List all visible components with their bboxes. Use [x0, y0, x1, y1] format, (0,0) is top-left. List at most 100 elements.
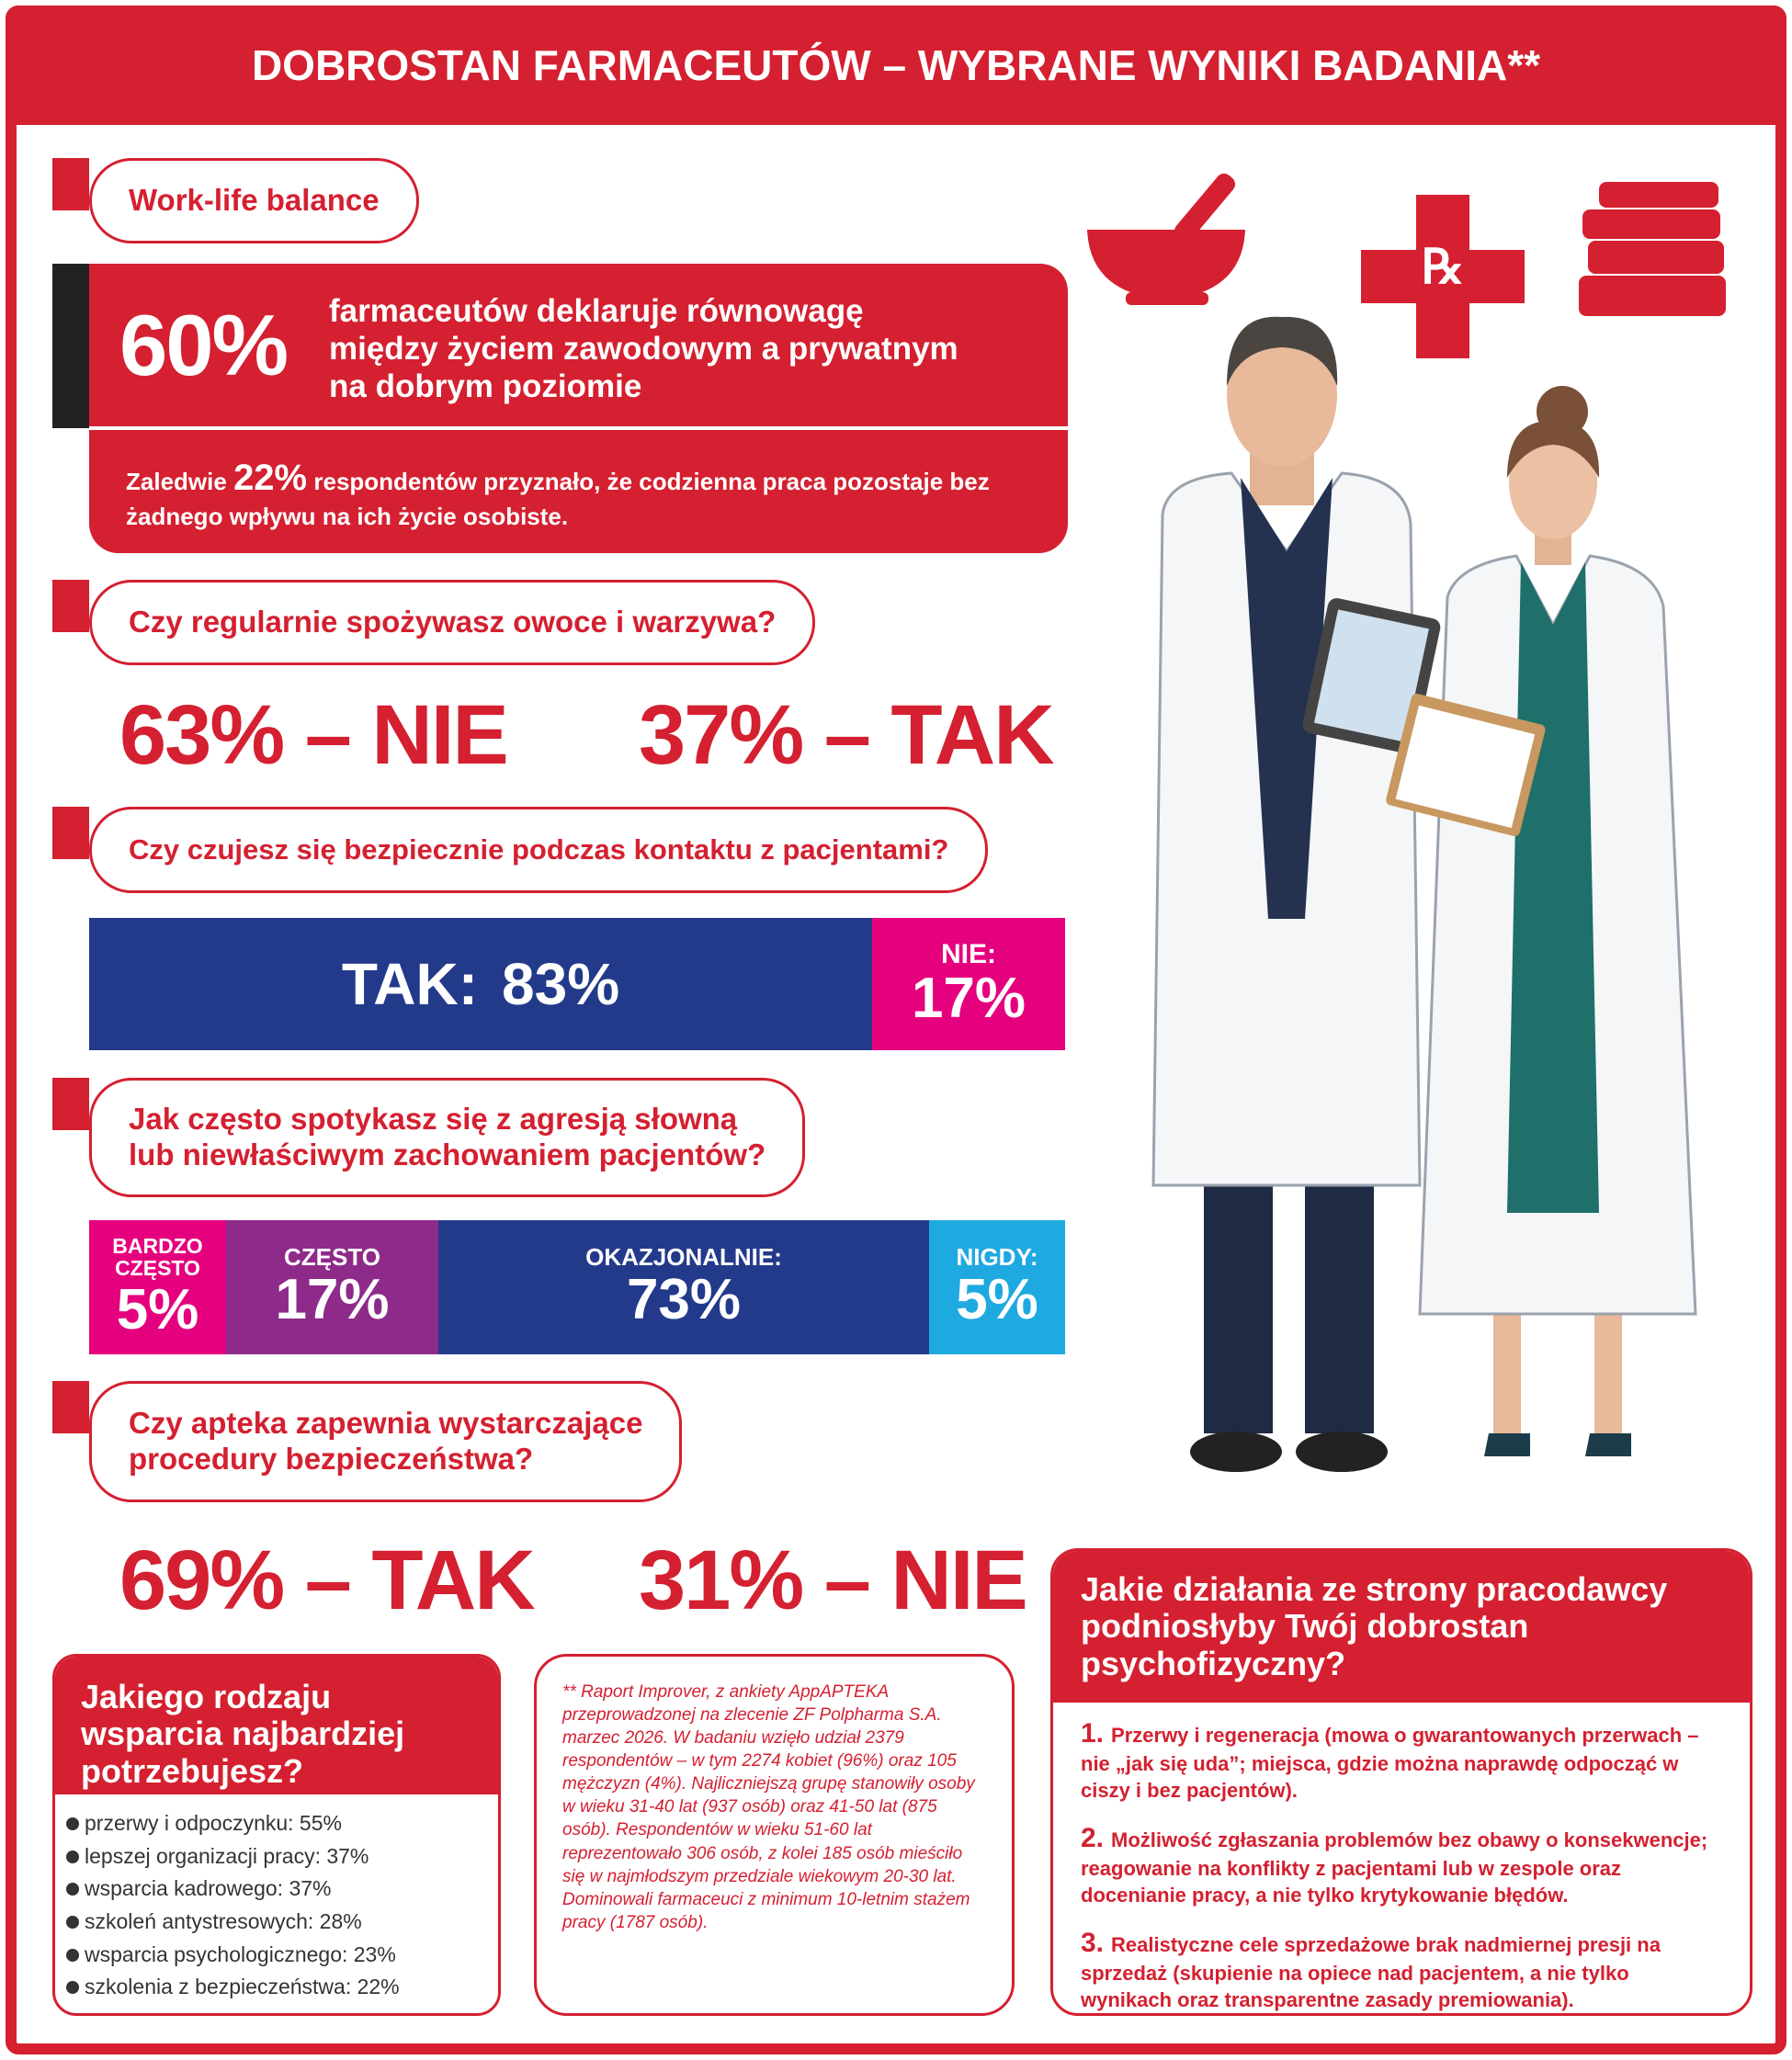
bullet: [66, 1915, 79, 1929]
item-number: 2.: [1081, 1823, 1105, 1854]
segment-yes: TAK: 83%: [89, 918, 872, 1050]
support-item: przerwy i odpoczynku: 55%: [66, 1807, 487, 1840]
svg-text:℞: ℞: [1422, 241, 1465, 294]
support-text: wsparcia psychologicznego: 23%: [85, 1941, 396, 1966]
support-item: wsparcia psychologicznego: 23%: [66, 1939, 487, 1972]
question-line: lub niewłaściwym zachowaniem pacjentów?: [129, 1138, 766, 1171]
segment-no: NIE: 17%: [872, 918, 1065, 1050]
segment-label: NIGDY:: [956, 1242, 1038, 1271]
item-text: Możliwość zgłaszania problemów bez obawy…: [1081, 1828, 1708, 1907]
answer: 63% – NIE: [119, 687, 509, 784]
label: Work-life balance: [129, 183, 380, 218]
segment: BARDZO CZĘSTO 5%: [89, 1220, 226, 1354]
answer-value: 69%: [119, 1534, 285, 1627]
question: Czy regularnie spożywasz owoce i warzywa…: [89, 580, 816, 665]
question: Czy apteka zapewnia wystarczające procedu…: [89, 1381, 683, 1502]
bullet: [66, 1817, 79, 1830]
segment-value: 17%: [275, 1268, 390, 1332]
answer-value: 63%: [119, 688, 285, 782]
item-number: 3.: [1081, 1928, 1105, 1959]
answer: 37% – TAK: [639, 687, 1055, 784]
accent: [52, 1078, 89, 1130]
main-box: 60% farmaceutów deklaruje równowagę międz…: [89, 264, 1068, 426]
answer-value: 37%: [639, 688, 804, 782]
accent: [52, 580, 89, 632]
main-line: na dobrym poziomie: [329, 368, 642, 404]
question-line: Czy apteka zapewnia wystarczające: [129, 1406, 643, 1441]
bar-safety: TAK: 83% NIE: 17%: [89, 918, 1065, 1050]
support-item: lepszej organizacji pracy: 37%: [66, 1840, 487, 1873]
support-text: szkolenia z bezpieczeństwa: 22%: [85, 1975, 400, 1999]
employer-box: Jakie działania ze strony pracodawcy pod…: [1050, 1548, 1752, 2016]
segment-label: CZĘSTO: [284, 1242, 380, 1271]
header: DOBROSTAN FARMACEUTÓW – WYBRANE WYNIKI B…: [6, 6, 1786, 125]
main-line: między życiem zawodowym a prywatnym: [329, 330, 958, 367]
woman: [1386, 386, 1697, 1456]
footnote: ** Raport Improver, z ankiety AppAPTEKA …: [534, 1654, 1015, 2016]
support-text: lepszej organizacji pracy: 37%: [85, 1843, 369, 1868]
segment-label: NIE:: [941, 938, 996, 969]
answer: 69% – TAK: [119, 1533, 536, 1629]
sub-box: Zaledwie 22% respondentów przyznało, że …: [89, 430, 1068, 553]
main-text: farmaceutów deklaruje równowagę między ży…: [329, 293, 958, 406]
item-text: Przerwy i regeneracja (mowa o gwarantowa…: [1081, 1724, 1699, 1802]
support-text: przerwy i odpoczynku: 55%: [85, 1811, 342, 1835]
sub-text: respondentów przyznało, że codzienna pra…: [126, 468, 990, 530]
segment-label: TAK:: [341, 951, 478, 1017]
segment-value: 83%: [502, 951, 620, 1017]
item-text: Realistyczne cele sprzedażowe brak nadmi…: [1081, 1933, 1661, 2011]
answer: 31% – NIE: [639, 1533, 1028, 1629]
support-item: szkoleń antystresowych: 28%: [66, 1906, 487, 1939]
segment: OKAZJONALNIE: 73%: [438, 1220, 929, 1354]
question: Czy czujesz się bezpiecznie podczas kont…: [89, 807, 989, 893]
question-text: Czy regularnie spożywasz owoce i warzywa…: [129, 605, 777, 640]
segment-value: 5%: [116, 1277, 199, 1341]
section-label: Work-life balance: [89, 158, 419, 243]
accent: [52, 158, 89, 210]
employer-item: 2. Możliwość zgłaszania problemów bez oba…: [1081, 1820, 1722, 1908]
segment: CZĘSTO 17%: [226, 1220, 438, 1354]
segment-label: OKAZJONALNIE:: [585, 1242, 782, 1271]
employer-item: 1. Przerwy i regeneracja (mowa o gwaranto…: [1081, 1715, 1722, 1804]
segment: NIGDY: 5%: [929, 1220, 1065, 1354]
item-number: 1.: [1081, 1718, 1105, 1749]
support-title: Jakiego rodzaju wsparcia najbardziej pot…: [55, 1657, 498, 1794]
icons: ℞: [1087, 173, 1726, 358]
bullet: [66, 1883, 79, 1896]
segment-value: 17%: [911, 967, 1026, 1031]
man: [1151, 316, 1441, 1472]
black-bar: [52, 264, 89, 428]
illustration: ℞: [1087, 173, 1726, 1472]
support-text: szkoleń antystresowych: 28%: [85, 1908, 362, 1933]
accent: [52, 1381, 89, 1433]
support-box: Jakiego rodzaju wsparcia najbardziej pot…: [52, 1654, 501, 2016]
answer-label: – NIE: [823, 1534, 1028, 1627]
title: DOBROSTAN FARMACEUTÓW – WYBRANE WYNIKI B…: [251, 41, 1541, 89]
answer-label: – NIE: [304, 688, 509, 782]
employer-item: 3. Realistyczne cele sprzedażowe brak nad…: [1081, 1925, 1722, 2013]
accent: [52, 807, 89, 859]
question-text: Czy czujesz się bezpiecznie podczas kont…: [129, 832, 949, 866]
sub-value: 22%: [233, 458, 308, 498]
segment-label: BARDZO CZĘSTO: [112, 1234, 203, 1281]
employer-list: 1. Przerwy i regeneracja (mowa o gwaranto…: [1053, 1703, 1750, 2013]
question-line: Jak często spotykasz się z agresją słown…: [129, 1102, 738, 1137]
answer-value: 31%: [639, 1534, 804, 1627]
support-text: wsparcia kadrowego: 37%: [85, 1876, 332, 1901]
main-line: farmaceutów deklaruje równowagę: [329, 293, 864, 329]
support-item: wsparcia kadrowego: 37%: [66, 1873, 487, 1906]
question: Jak często spotykasz się z agresją słown…: [89, 1078, 806, 1197]
employer-title: Jakie działania ze strony pracodawcy pod…: [1053, 1551, 1750, 1703]
answer-label: – TAK: [823, 688, 1055, 782]
bullet: [66, 1850, 79, 1863]
answer-label: – TAK: [304, 1534, 536, 1627]
main-value: 60%: [119, 297, 289, 393]
question-line: procedury bezpieczeństwa?: [129, 1442, 534, 1476]
segment-value: 73%: [626, 1268, 742, 1332]
support-item: szkolenia z bezpieczeństwa: 22%: [66, 1971, 487, 2004]
bullet: [66, 1948, 79, 1962]
bullet: [66, 1981, 79, 1995]
bar-aggression: BARDZO CZĘSTO 5% CZĘSTO 17% OKAZJONALNIE: 73%…: [89, 1220, 1065, 1354]
footnote-text: ** Raport Improver, z ankiety AppAPTEKA …: [562, 1682, 975, 1932]
